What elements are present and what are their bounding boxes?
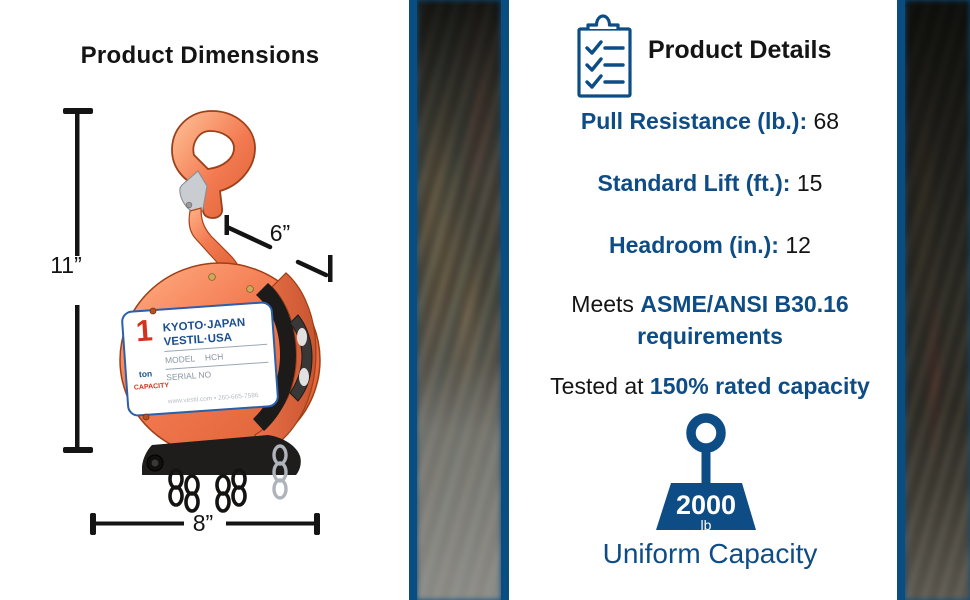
svg-text:HCH: HCH (205, 351, 224, 362)
svg-text:1: 1 (135, 314, 154, 348)
svg-text:2000: 2000 (676, 490, 736, 520)
svg-text:ton: ton (139, 368, 153, 379)
svg-text:lb: lb (701, 517, 712, 533)
svg-text:MODEL: MODEL (165, 353, 196, 365)
